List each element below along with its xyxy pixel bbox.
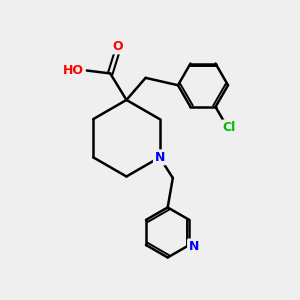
Text: Cl: Cl [223, 121, 236, 134]
Text: N: N [154, 151, 165, 164]
Text: N: N [189, 240, 199, 253]
Text: HO: HO [63, 64, 84, 77]
Text: O: O [112, 40, 123, 53]
